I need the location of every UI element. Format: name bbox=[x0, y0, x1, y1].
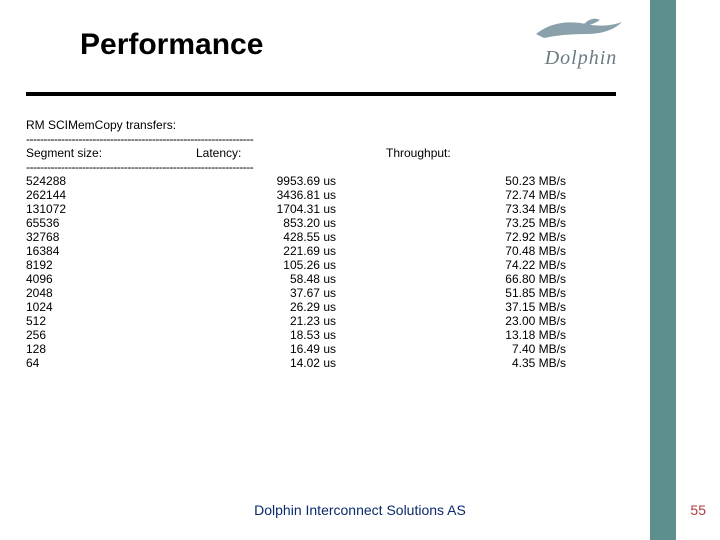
cell-throughput: 7.40 MB/s bbox=[336, 342, 566, 356]
performance-table: RM SCIMemCopy transfers: ---------------… bbox=[26, 118, 606, 370]
cell-latency: 26.29 us bbox=[196, 300, 336, 314]
table-caption: RM SCIMemCopy transfers: bbox=[26, 118, 606, 132]
cell-throughput: 66.80 MB/s bbox=[336, 272, 566, 286]
cell-throughput: 72.74 MB/s bbox=[336, 188, 566, 202]
table-body: 5242889953.69 us50.23 MB/s2621443436.81 … bbox=[26, 174, 606, 370]
cell-segment: 16384 bbox=[26, 244, 196, 258]
cell-latency: 58.48 us bbox=[196, 272, 336, 286]
col-header-segment: Segment size: bbox=[26, 146, 196, 160]
table-row: 16384221.69 us70.48 MB/s bbox=[26, 244, 606, 258]
cell-segment: 8192 bbox=[26, 258, 196, 272]
table-row: 2621443436.81 us72.74 MB/s bbox=[26, 188, 606, 202]
cell-segment: 1024 bbox=[26, 300, 196, 314]
table-row: 32768428.55 us72.92 MB/s bbox=[26, 230, 606, 244]
cell-segment: 4096 bbox=[26, 272, 196, 286]
table-row: 6414.02 us4.35 MB/s bbox=[26, 356, 606, 370]
table-row: 8192105.26 us74.22 MB/s bbox=[26, 258, 606, 272]
cell-latency: 21.23 us bbox=[196, 314, 336, 328]
cell-latency: 16.49 us bbox=[196, 342, 336, 356]
cell-latency: 853.20 us bbox=[196, 216, 336, 230]
page-number: 55 bbox=[690, 502, 706, 518]
cell-latency: 18.53 us bbox=[196, 328, 336, 342]
cell-latency: 428.55 us bbox=[196, 230, 336, 244]
table-row: 409658.48 us66.80 MB/s bbox=[26, 272, 606, 286]
cell-segment: 256 bbox=[26, 328, 196, 342]
cell-throughput: 4.35 MB/s bbox=[336, 356, 566, 370]
side-accent-bar bbox=[650, 0, 676, 540]
cell-latency: 3436.81 us bbox=[196, 188, 336, 202]
dolphin-icon bbox=[526, 14, 636, 42]
cell-latency: 37.67 us bbox=[196, 286, 336, 300]
cell-throughput: 23.00 MB/s bbox=[336, 314, 566, 328]
cell-segment: 512 bbox=[26, 314, 196, 328]
logo: Dolphin bbox=[526, 14, 636, 64]
cell-throughput: 74.22 MB/s bbox=[336, 258, 566, 272]
cell-segment: 65536 bbox=[26, 216, 196, 230]
cell-throughput: 70.48 MB/s bbox=[336, 244, 566, 258]
table-row: 204837.67 us51.85 MB/s bbox=[26, 286, 606, 300]
col-header-throughput: Throughput: bbox=[336, 146, 566, 160]
cell-segment: 128 bbox=[26, 342, 196, 356]
cell-latency: 1704.31 us bbox=[196, 202, 336, 216]
footer-text: Dolphin Interconnect Solutions AS bbox=[0, 502, 720, 518]
cell-throughput: 73.25 MB/s bbox=[336, 216, 566, 230]
col-header-latency: Latency: bbox=[196, 146, 336, 160]
cell-throughput: 13.18 MB/s bbox=[336, 328, 566, 342]
cell-latency: 14.02 us bbox=[196, 356, 336, 370]
cell-latency: 9953.69 us bbox=[196, 174, 336, 188]
table-row: 102426.29 us37.15 MB/s bbox=[26, 300, 606, 314]
table-row: 25618.53 us13.18 MB/s bbox=[26, 328, 606, 342]
slide: Dolphin Performance RM SCIMemCopy transf… bbox=[0, 0, 720, 540]
table-separator-bottom: ----------------------------------------… bbox=[26, 160, 606, 174]
title-underline bbox=[26, 92, 616, 96]
table-row: 5242889953.69 us50.23 MB/s bbox=[26, 174, 606, 188]
table-row: 51221.23 us23.00 MB/s bbox=[26, 314, 606, 328]
cell-throughput: 51.85 MB/s bbox=[336, 286, 566, 300]
cell-segment: 32768 bbox=[26, 230, 196, 244]
cell-latency: 105.26 us bbox=[196, 258, 336, 272]
table-header-row: Segment size: Latency: Throughput: bbox=[26, 146, 606, 160]
table-row: 12816.49 us7.40 MB/s bbox=[26, 342, 606, 356]
cell-throughput: 72.92 MB/s bbox=[336, 230, 566, 244]
cell-throughput: 37.15 MB/s bbox=[336, 300, 566, 314]
table-separator-top: ----------------------------------------… bbox=[26, 132, 606, 146]
cell-throughput: 73.34 MB/s bbox=[336, 202, 566, 216]
logo-text: Dolphin bbox=[526, 47, 636, 70]
cell-segment: 262144 bbox=[26, 188, 196, 202]
slide-title: Performance bbox=[80, 28, 263, 62]
table-row: 65536853.20 us73.25 MB/s bbox=[26, 216, 606, 230]
cell-latency: 221.69 us bbox=[196, 244, 336, 258]
cell-segment: 2048 bbox=[26, 286, 196, 300]
table-row: 1310721704.31 us73.34 MB/s bbox=[26, 202, 606, 216]
cell-throughput: 50.23 MB/s bbox=[336, 174, 566, 188]
cell-segment: 131072 bbox=[26, 202, 196, 216]
cell-segment: 64 bbox=[26, 356, 196, 370]
cell-segment: 524288 bbox=[26, 174, 196, 188]
